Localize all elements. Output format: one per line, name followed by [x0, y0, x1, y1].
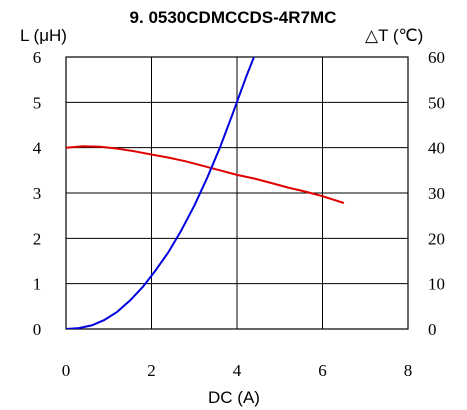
y-tick-label-left: 6	[33, 48, 42, 67]
y-tick-label-right: 0	[428, 320, 437, 339]
y-tick-label-left: 0	[33, 320, 42, 339]
y-tick-label-right: 40	[428, 139, 445, 158]
series-line-inductance	[66, 145, 345, 204]
x-axis-label: DC (A)	[208, 388, 260, 407]
y-tick-label-left: 5	[33, 93, 42, 112]
x-tick-label: 8	[404, 361, 413, 380]
y-tick-label-right: 50	[428, 93, 445, 112]
series-line-temperature	[66, 57, 265, 329]
y-tick-label-right: 10	[428, 275, 445, 294]
series-lines	[66, 57, 345, 329]
y-tick-label-right: 30	[428, 184, 445, 203]
y-axis-label-left: L (μH)	[20, 26, 67, 45]
y-tick-label-left: 4	[33, 139, 42, 158]
x-tick-label: 6	[318, 361, 327, 380]
x-tick-label: 4	[233, 361, 242, 380]
x-tick-label: 2	[147, 361, 156, 380]
y-tick-label-left: 1	[33, 275, 42, 294]
plot-frame	[65, 56, 409, 330]
x-tick-label: 0	[62, 361, 71, 380]
chart-title: 9. 0530CDMCCDS-4R7MC	[130, 8, 337, 27]
y-tick-label-left: 2	[33, 229, 42, 248]
y-tick-label-right: 60	[428, 48, 445, 67]
y-tick-label-right: 20	[428, 229, 445, 248]
y-tick-label-left: 3	[33, 184, 42, 203]
grid	[66, 57, 408, 329]
y-axis-label-right: △T (℃)	[365, 26, 423, 45]
